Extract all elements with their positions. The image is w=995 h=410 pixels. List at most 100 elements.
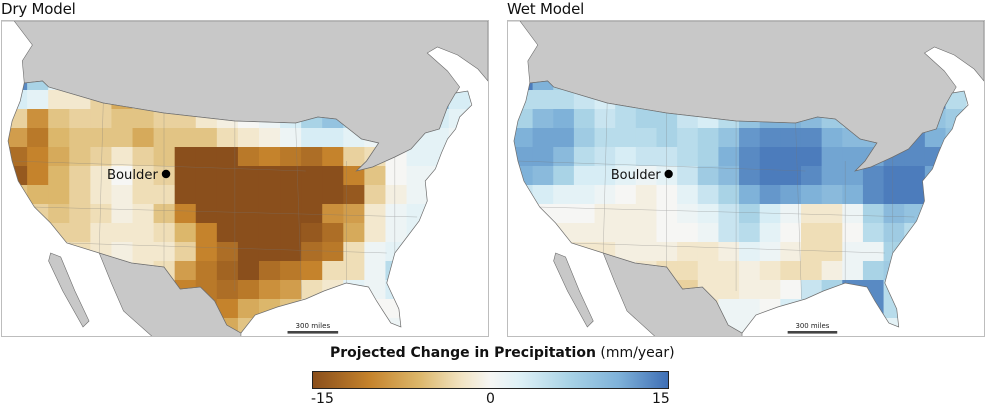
grid-cell <box>322 299 344 319</box>
grid-cell <box>780 166 802 186</box>
grid-cell <box>90 147 113 167</box>
state-border <box>517 160 806 172</box>
boulder-marker <box>161 169 171 179</box>
grid-cell <box>532 299 554 319</box>
grid-cell <box>759 299 781 319</box>
grid-cell <box>739 166 761 186</box>
grid-cell <box>759 204 781 224</box>
grid-cell <box>364 166 387 186</box>
grid-cell <box>842 223 864 243</box>
grid-cell <box>280 261 302 281</box>
grid-cell <box>237 280 260 300</box>
grid-cell <box>780 261 802 281</box>
grid-cell <box>739 204 761 224</box>
grid-cell <box>739 261 761 281</box>
grid-cell <box>553 185 575 205</box>
grid-cell <box>427 223 450 243</box>
grid-cell <box>594 280 616 300</box>
grid-cell <box>132 147 155 167</box>
grid-cell <box>195 185 218 205</box>
grid-cell <box>195 166 218 186</box>
state-border <box>602 102 608 254</box>
grid-cell <box>27 147 49 167</box>
grid-cell <box>573 185 596 205</box>
grid-cell <box>258 299 281 319</box>
state-border <box>66 242 387 254</box>
grid-cell <box>615 242 637 262</box>
grid-cell <box>635 204 658 224</box>
grid-cell <box>48 109 70 129</box>
grid-cell <box>656 147 678 167</box>
grid-cell <box>945 223 967 243</box>
grid-cell <box>90 128 113 148</box>
grid-cell <box>513 109 534 129</box>
grid-cell <box>280 128 302 148</box>
grid-cell <box>448 318 471 333</box>
grid-cell <box>153 242 176 262</box>
grid-cell <box>759 223 781 243</box>
grid-cell <box>821 280 843 300</box>
grid-cell <box>677 147 699 167</box>
grid-cell <box>48 90 70 110</box>
grid-cell <box>322 147 344 167</box>
grid-cell <box>573 109 596 129</box>
grid-cell <box>258 185 281 205</box>
grid-cell <box>594 204 616 224</box>
grid-cell <box>343 166 365 186</box>
grid-cell <box>27 242 49 262</box>
grid-cell <box>656 223 678 243</box>
grid-cell <box>132 242 155 262</box>
grid-cell <box>615 318 637 333</box>
colorbar-tick-zero: 0 <box>486 391 495 407</box>
grid-cell <box>780 242 802 262</box>
grid-cell <box>759 280 781 300</box>
grid-cell <box>111 318 134 333</box>
grid-cell <box>862 204 885 224</box>
grid-cell <box>924 204 947 224</box>
grid-cell <box>656 242 678 262</box>
grid-cell <box>385 204 408 224</box>
grid-cell <box>615 147 637 167</box>
grid-cell <box>111 109 134 129</box>
grid-cell <box>364 223 387 243</box>
grid-cell <box>800 166 823 186</box>
grid-cell <box>237 299 260 319</box>
grid-cell <box>343 204 365 224</box>
grid-cell <box>90 299 113 319</box>
grid-cell <box>48 318 70 333</box>
grid-cell <box>195 223 218 243</box>
grid-cell <box>635 166 658 186</box>
grid-cell <box>280 185 302 205</box>
scale-bar <box>787 331 838 334</box>
grid-cell <box>406 147 429 167</box>
map-svg: Boulder 300 miles <box>508 21 984 336</box>
grid-cell <box>8 280 28 300</box>
grid-cell <box>532 261 554 281</box>
grid-cell <box>216 204 239 224</box>
grid-cell <box>635 109 658 129</box>
state-borders <box>12 102 418 300</box>
state-border <box>98 102 104 254</box>
grid-cell <box>406 242 429 262</box>
grid-cell <box>904 318 926 333</box>
baja-landmass <box>48 252 90 328</box>
grid-cell <box>132 185 155 205</box>
grid-cell <box>759 185 781 205</box>
grid-cell <box>532 109 554 129</box>
grid-cell <box>448 261 471 281</box>
grid-cell <box>780 185 802 205</box>
grid-cell <box>615 223 637 243</box>
grid-cell <box>427 261 450 281</box>
grid-cell <box>615 185 637 205</box>
grid-cell <box>280 242 302 262</box>
grid-cell <box>364 318 387 333</box>
grid-cell <box>677 166 699 186</box>
grid-cell <box>448 242 471 262</box>
grid-cell <box>8 204 28 224</box>
grid-cell <box>594 109 616 129</box>
grid-cell <box>553 147 575 167</box>
grid-cell <box>739 185 761 205</box>
state-border <box>571 242 885 254</box>
grid-cell <box>677 242 699 262</box>
grid-cell <box>780 147 802 167</box>
